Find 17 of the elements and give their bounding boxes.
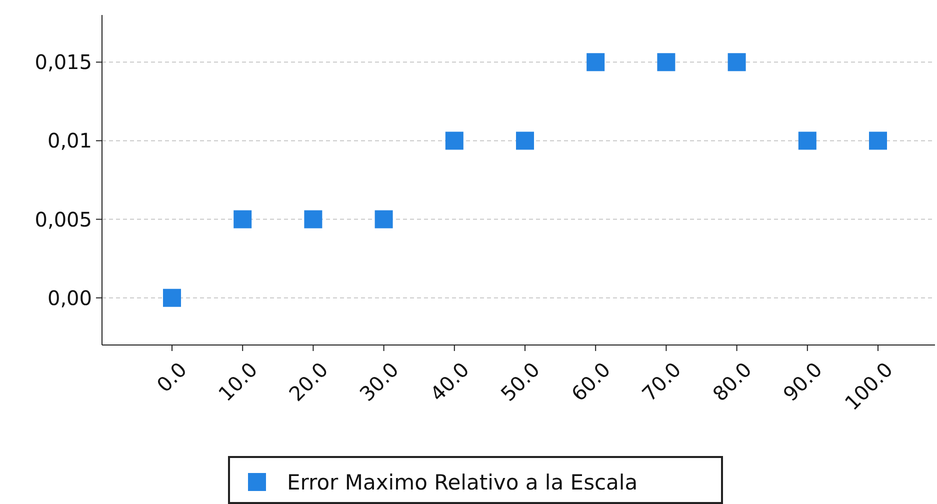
point (234, 210, 252, 228)
point (657, 53, 676, 72)
y-tick-label: 0,00 (47, 286, 92, 310)
point (163, 288, 181, 307)
y-tick-label: 0,01 (47, 128, 92, 153)
point (586, 53, 605, 72)
y-tick-label: 0,015 (34, 50, 92, 74)
y-tick-label: 0,005 (34, 207, 92, 232)
point (374, 210, 393, 228)
point (798, 132, 816, 150)
point (445, 132, 464, 150)
point (728, 53, 746, 72)
legend-label: Error Maximo Relativo a la Escala (287, 470, 638, 494)
point (516, 132, 534, 150)
point (304, 210, 322, 228)
x-tick-label: 0.0 (152, 357, 192, 397)
point (869, 132, 887, 150)
